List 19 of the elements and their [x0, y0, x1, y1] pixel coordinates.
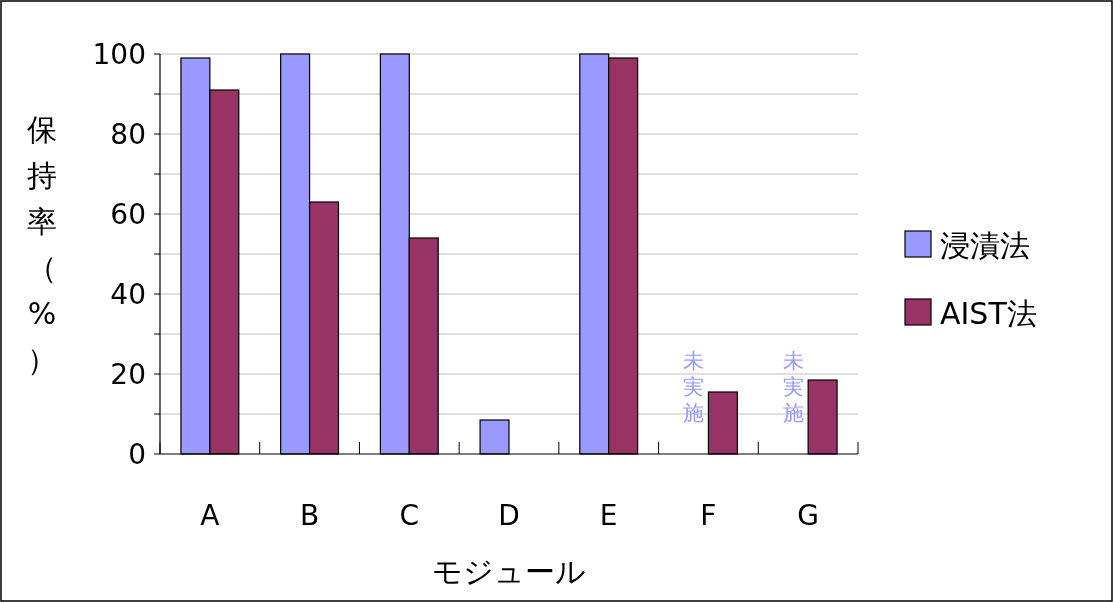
x-tick-label: D	[498, 499, 520, 532]
y-tick-label: 0	[128, 438, 146, 471]
x-tick-label: G	[797, 499, 819, 532]
y-tick-label: 60	[110, 198, 146, 231]
x-tick-label: E	[599, 499, 618, 532]
x-axis-title: モジュール	[432, 554, 586, 589]
y-tick-label: 80	[110, 118, 146, 151]
annotation: 未実施	[683, 349, 705, 425]
y-tick-label: 20	[110, 358, 146, 391]
x-tick-label: C	[399, 499, 420, 532]
y-tick-label: 100	[92, 38, 146, 71]
legend-label: 浸漬法	[940, 228, 1030, 263]
x-tick-label: B	[299, 499, 320, 532]
y-tick-label: 40	[110, 278, 146, 311]
y-axis-title: 保持率（%）	[27, 112, 57, 377]
annotation: 未実施	[783, 349, 805, 425]
legend-label: AIST法	[940, 296, 1037, 331]
x-tick-label: F	[700, 499, 717, 532]
x-tick-label: A	[200, 499, 220, 532]
